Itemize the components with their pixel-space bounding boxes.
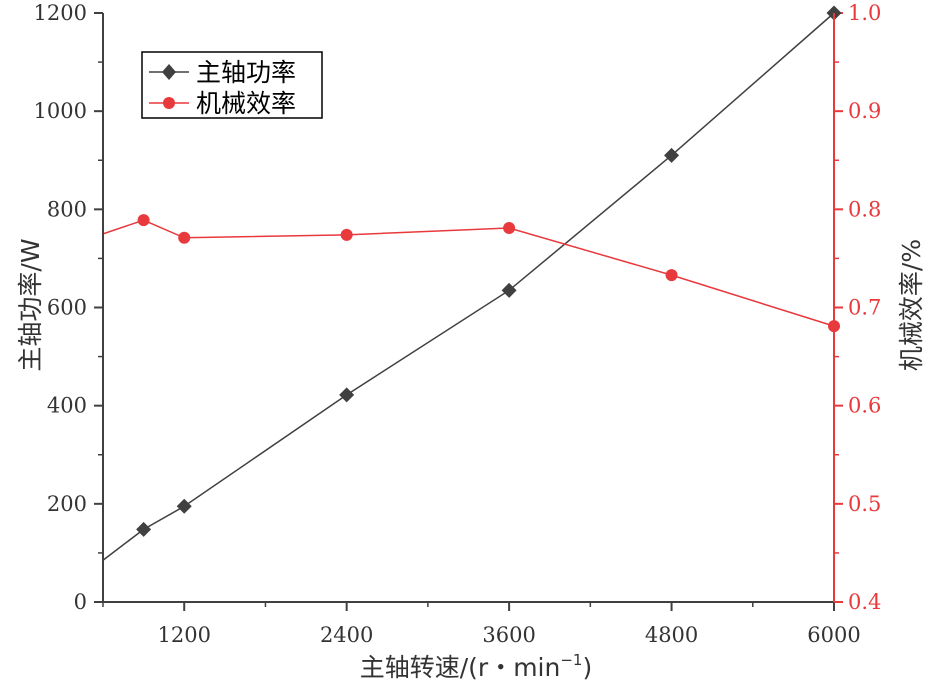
tick-layer: 1200 2400 3600 4800 6000 0 200 400 600 800 1000 120…	[34, 1, 882, 647]
efficiency-data-point	[178, 231, 191, 244]
y-right-tick-label: 1.0	[848, 1, 881, 25]
efficiency-data-point	[503, 221, 516, 234]
y-left-tick-label: 0	[74, 590, 87, 614]
y-right-tick-label: 0.7	[848, 296, 881, 320]
x-tick-label: 4800	[645, 623, 698, 647]
efficiency-data-point	[340, 228, 353, 241]
series-layer	[102, 5, 842, 561]
x-axis-title-close: )	[582, 653, 592, 682]
efficiency-data-point	[137, 214, 150, 227]
y-left-tick-label: 800	[47, 197, 87, 221]
power-data-point	[501, 282, 517, 298]
legend-efficiency-label: 机械效率	[196, 89, 296, 118]
y-left-tick-label: 1000	[34, 99, 87, 123]
x-axis-title-main: 主轴转速/(r・min	[360, 653, 561, 682]
power-data-point	[339, 387, 355, 403]
y-left-tick-label: 200	[47, 492, 87, 516]
power-data-point	[664, 147, 680, 163]
y-left-tick-label: 1200	[34, 1, 87, 25]
y-left-tick-label: 400	[47, 394, 87, 418]
x-axis-title: 主轴转速/(r・min−1)	[360, 651, 593, 682]
legend-power-marker	[162, 64, 176, 80]
y-right-tick-label: 0.9	[848, 99, 881, 123]
y-left-axis-title: 主轴功率/W	[16, 238, 45, 371]
y-right-tick-label: 0.6	[848, 394, 881, 418]
x-axis-title-superscript: −1	[560, 651, 582, 669]
power-data-point	[136, 521, 152, 537]
legend: 主轴功率 机械效率	[141, 51, 323, 119]
x-tick-label: 1200	[157, 623, 210, 647]
y-right-tick-label: 0.4	[848, 590, 881, 614]
legend-power-label: 主轴功率	[196, 58, 296, 87]
x-tick-label: 3600	[482, 623, 535, 647]
legend-efficiency-marker	[163, 97, 175, 109]
y-right-axis-title: 机械效率/%	[897, 239, 926, 371]
x-tick-label: 6000	[807, 623, 860, 647]
efficiency-series-line	[102, 219, 835, 327]
y-right-tick-label: 0.8	[848, 197, 881, 221]
power-data-point	[176, 498, 192, 514]
y-left-tick-label: 600	[47, 296, 87, 320]
efficiency-data-point	[665, 269, 678, 282]
x-tick-label: 2400	[320, 623, 373, 647]
y-right-tick-label: 0.5	[848, 492, 881, 516]
